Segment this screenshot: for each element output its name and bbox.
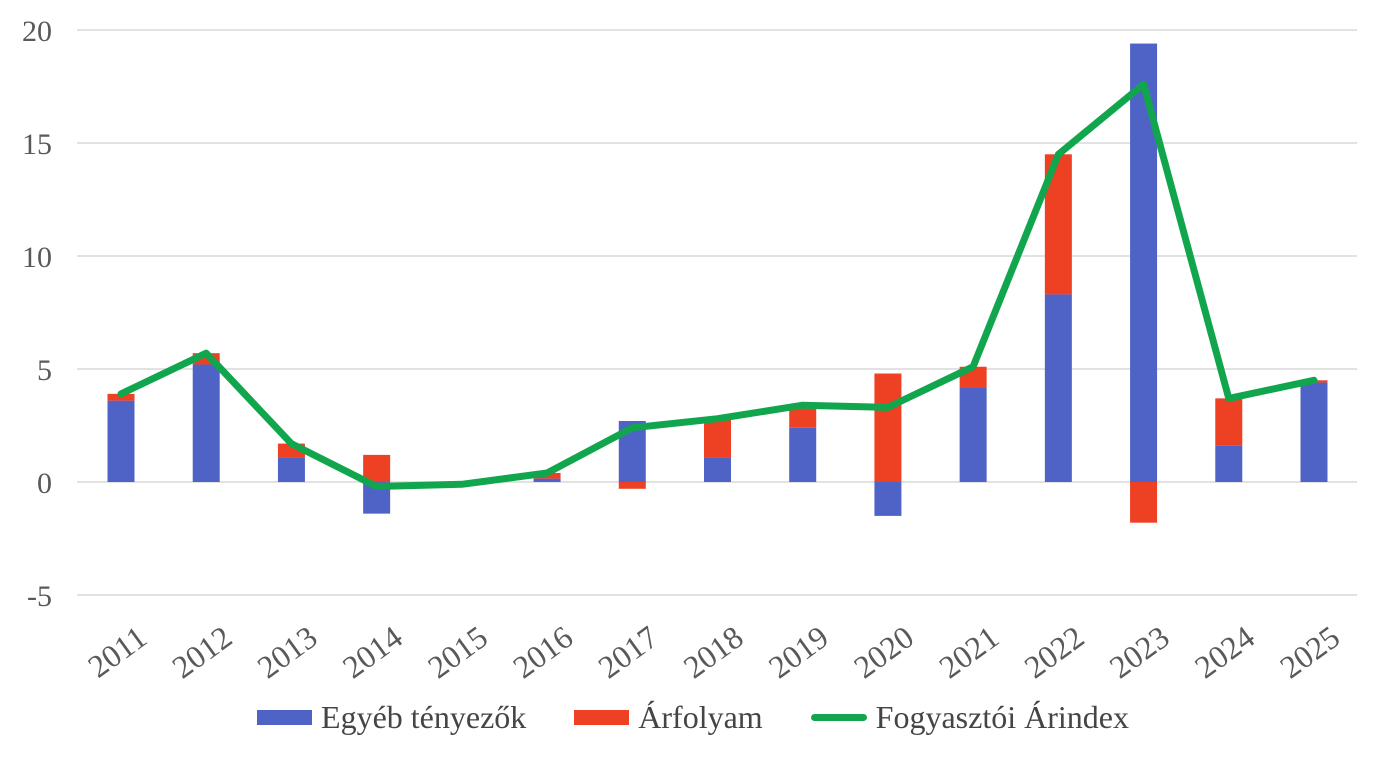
x-axis-tick-label-2011: 2011	[81, 619, 153, 685]
bar-egyeb-tenyezok-2012	[192, 364, 220, 482]
legend-label-fogyasztoi-arindex: Fogyasztói Árindex	[875, 699, 1129, 735]
bar-arfolyam-2024	[1215, 398, 1243, 446]
y-axis-tick-label: 0	[37, 467, 52, 500]
bar-egyeb-tenyezok-2020	[874, 482, 902, 516]
x-axis-tick-label-2024: 2024	[1188, 619, 1261, 686]
line-fogyasztoi-arindex	[117, 80, 1318, 490]
x-axis-tick-label-2013: 2013	[251, 619, 324, 686]
legend-swatch-line-green	[810, 713, 867, 721]
x-axis-tick-label-2016: 2016	[506, 619, 579, 686]
legend-swatch-bar-red	[574, 709, 630, 725]
legend-item-fogyasztoi-arindex: Fogyasztói Árindex	[810, 699, 1129, 735]
bar-egyeb-tenyezok-2011	[107, 400, 135, 482]
y-axis-tick-label: 15	[22, 128, 52, 161]
y-axis-tick-label: -5	[27, 580, 52, 613]
x-axis-tick-label-2015: 2015	[421, 619, 494, 686]
x-axis-tick-label-2017: 2017	[591, 619, 664, 686]
legend-item-arfolyam: Árfolyam	[574, 699, 763, 735]
bar-arfolyam-2017	[618, 482, 646, 489]
x-axis-tick-label-2021: 2021	[932, 619, 1005, 686]
bar-arfolyam-2018	[703, 418, 731, 458]
bar-egyeb-tenyezok-2013	[277, 457, 305, 482]
y-axis-tick-label: 20	[22, 15, 52, 48]
bar-egyeb-tenyezok-2019	[789, 427, 817, 482]
chart-legend: Egyéb tényezők Árfolyam Fogyasztói Árind…	[0, 701, 1386, 733]
bar-egyeb-tenyezok-2021	[959, 387, 987, 482]
legend-item-egyeb-tenyezok: Egyéb tényezők	[257, 701, 526, 733]
bar-arfolyam-2019	[789, 405, 817, 428]
y-axis-tick-label: 10	[22, 241, 52, 274]
x-axis-tick-label-2025: 2025	[1273, 619, 1346, 686]
x-axis-tick-label-2019: 2019	[762, 619, 835, 686]
bar-egyeb-tenyezok-2018	[703, 457, 731, 482]
bar-egyeb-tenyezok-2025	[1300, 382, 1328, 482]
bar-egyeb-tenyezok-2024	[1215, 445, 1243, 482]
x-axis-tick-label-2022: 2022	[1018, 619, 1091, 686]
x-axis-tick-label-2012: 2012	[165, 619, 238, 686]
bar-arfolyam-2014	[363, 454, 391, 482]
legend-label-egyeb-tenyezok: Egyéb tényezők	[321, 699, 527, 735]
x-axis-tick-label-2018: 2018	[677, 619, 750, 686]
bar-egyeb-tenyezok-2016	[533, 478, 561, 482]
x-axis-tick-label-2014: 2014	[336, 619, 409, 686]
bar-arfolyam-2012	[192, 353, 220, 365]
bar-egyeb-tenyezok-2022	[1044, 294, 1072, 482]
legend-label-arfolyam: Árfolyam	[638, 699, 763, 735]
x-axis-tick-label-2023: 2023	[1103, 619, 1176, 686]
y-axis-tick-label: 5	[37, 354, 52, 387]
legend-swatch-bar-blue	[257, 709, 313, 725]
x-axis-tick-label-2020: 2020	[847, 619, 920, 686]
bar-arfolyam-2023	[1130, 482, 1158, 523]
bar-arfolyam-2020	[874, 373, 902, 482]
